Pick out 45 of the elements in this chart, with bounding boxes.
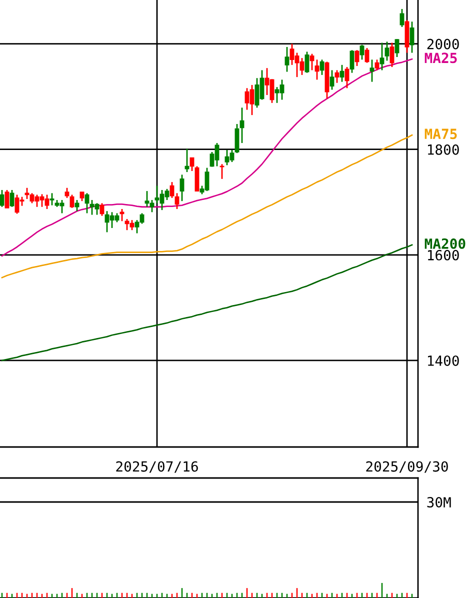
- candlestick: [194, 166, 200, 192]
- candlestick: [0, 189, 4, 208]
- candlestick: [350, 49, 354, 74]
- candlestick: [314, 58, 320, 80]
- candlestick: [374, 58, 380, 71]
- series-label: MA25: [424, 52, 457, 64]
- candlestick: [364, 47, 370, 64]
- candlestick: [180, 174, 184, 202]
- candlestick: [184, 148, 190, 173]
- candlestick: [380, 42, 384, 71]
- candlestick: [174, 192, 180, 210]
- candlestick: [310, 53, 314, 71]
- y-tick-label: 2000: [427, 38, 459, 50]
- candlestick: [370, 58, 374, 82]
- candlestick: [340, 64, 344, 82]
- candlestick: [70, 194, 74, 209]
- y-tick-label: 30M: [427, 497, 451, 508]
- line-series: [1, 58, 413, 257]
- x-tick-label: 2025/07/16: [116, 461, 198, 473]
- candlestick: [64, 187, 70, 199]
- candlestick: [384, 40, 390, 62]
- candlestick: [334, 69, 340, 84]
- candlestick: [10, 189, 14, 208]
- y-tick-label: 1400: [428, 355, 459, 366]
- series-label: MA75: [424, 128, 457, 140]
- candlestick: [240, 106, 244, 144]
- candlestick: [390, 42, 394, 68]
- candlestick: [50, 192, 54, 206]
- candlestick: [4, 189, 10, 209]
- line-series: [1, 244, 413, 362]
- candlestick: [344, 66, 350, 89]
- candlestick: [120, 208, 124, 222]
- y-tick-label: 1600: [428, 250, 459, 260]
- candlestick: [330, 69, 334, 90]
- x-tick-label: 2025/09/30: [366, 461, 448, 473]
- candlestick: [234, 123, 240, 154]
- line-series: [1, 134, 413, 278]
- series-label: MA200: [424, 238, 466, 249]
- y-tick-label: 1800: [428, 144, 459, 155]
- candlestick: [360, 44, 364, 60]
- candlestick: [74, 199, 80, 212]
- candlestick: [410, 20, 414, 54]
- candlestick: [304, 51, 310, 74]
- candlestick: [394, 38, 400, 58]
- candlestick: [284, 46, 290, 72]
